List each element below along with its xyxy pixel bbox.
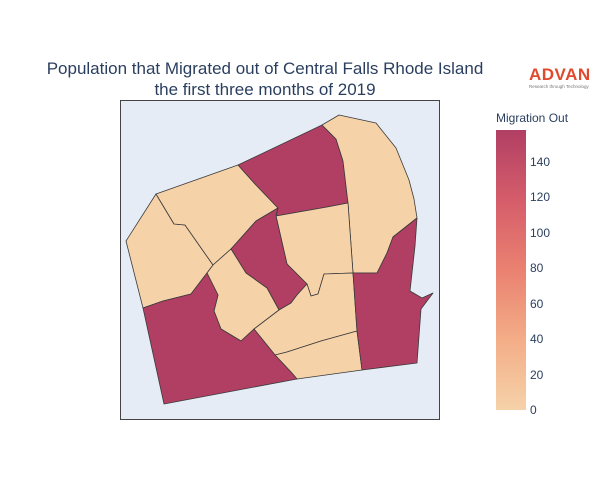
colorbar-tick-label: 20: [530, 367, 544, 382]
map-frame[interactable]: [120, 100, 440, 420]
colorbar-tick-label: 100: [530, 225, 551, 240]
colorbar: [496, 130, 526, 410]
logo-tagline: Research through Technology: [529, 84, 589, 89]
logo-wordmark: ADVAN: [529, 65, 591, 84]
chart-title-line1: Population that Migrated out of Central …: [46, 59, 484, 78]
colorbar-tick-label: 40: [530, 332, 544, 347]
region-southwest[interactable]: [142, 272, 298, 405]
colorbar-tick-label: 0: [530, 403, 537, 417]
colorbar-title: Migration Out: [496, 111, 569, 125]
colorbar-tick-label: 120: [530, 190, 551, 205]
region-southeast[interactable]: [352, 217, 434, 371]
chart-title-line2: the first three months of 2019: [154, 80, 376, 99]
colorbar-gradient: [496, 130, 526, 410]
choropleth-map[interactable]: [121, 101, 439, 419]
colorbar-tick-label: 60: [530, 296, 544, 311]
colorbar-tick-label: 140: [530, 154, 551, 169]
advan-logo: ADVAN Research through Technology: [529, 66, 595, 90]
colorbar-tick-label: 80: [530, 261, 544, 276]
chart-title: Population that Migrated out of Central …: [0, 58, 530, 100]
